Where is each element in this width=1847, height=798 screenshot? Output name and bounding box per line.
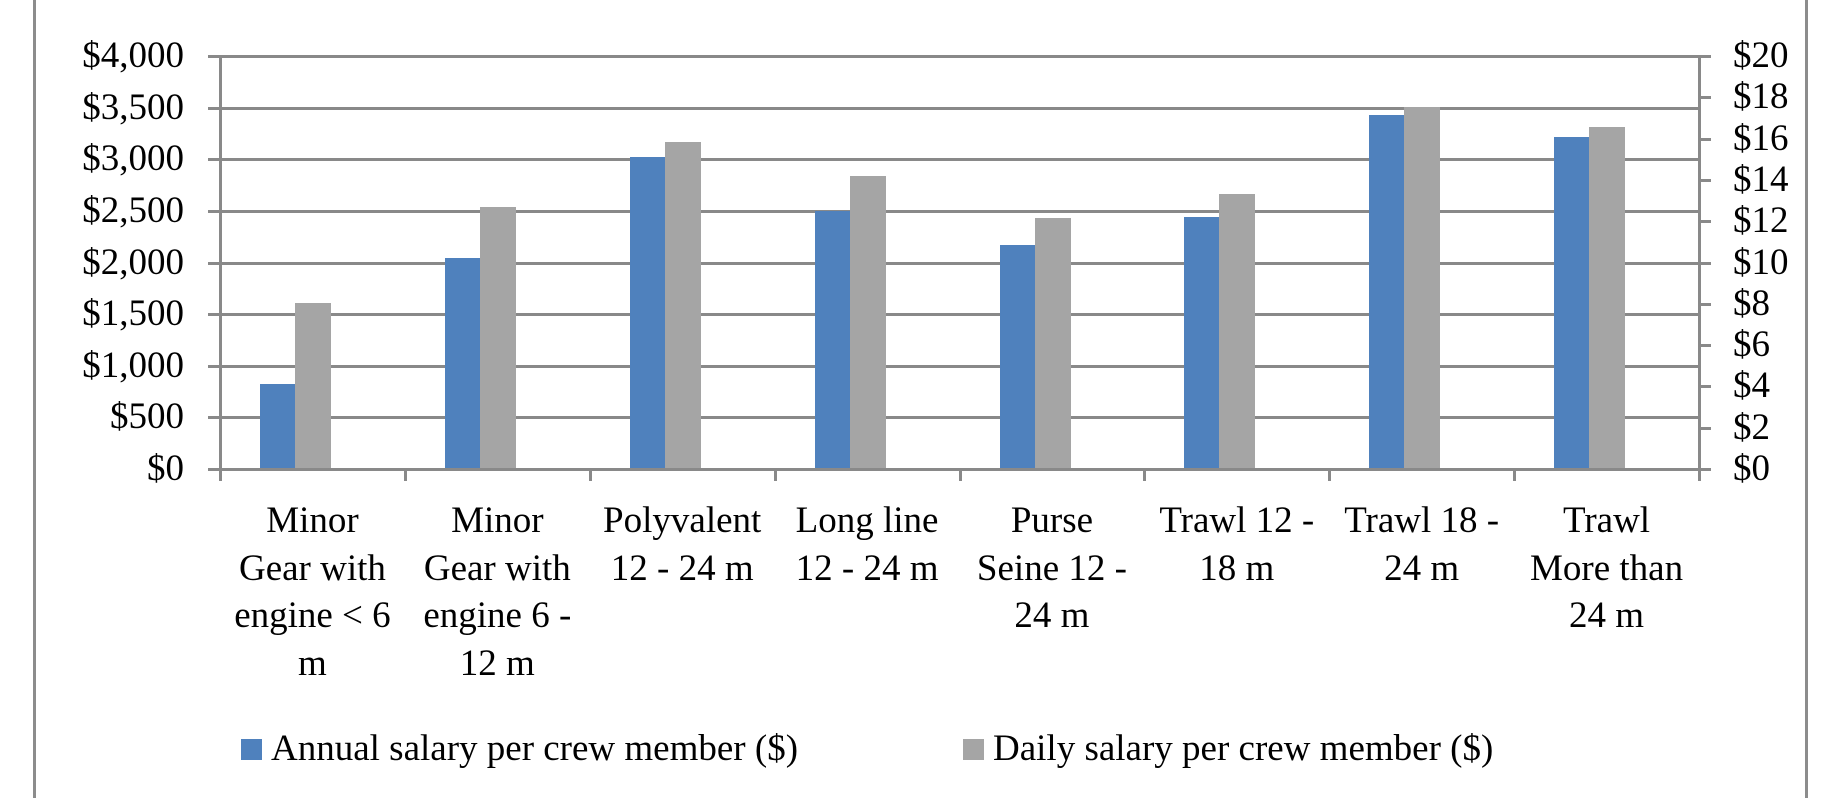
y-axis-right-tick-label: $6	[1733, 324, 1770, 366]
bar-annual-salary	[814, 210, 850, 469]
y-axis-right-tick	[1699, 302, 1711, 306]
bar-daily-salary	[664, 141, 701, 469]
legend-item-annual-salary: Annual salary per crew member ($)	[241, 724, 798, 774]
y-axis-left-tick-label: $2,000	[82, 241, 184, 283]
x-axis-tick	[773, 469, 777, 481]
bar-daily-salary	[1219, 194, 1256, 469]
y-axis-right-tick-label: $14	[1733, 158, 1789, 200]
gridline	[208, 364, 1699, 368]
bar-daily-salary	[295, 302, 331, 469]
y-axis-left	[219, 56, 222, 481]
bar-daily-salary	[849, 175, 886, 469]
y-axis-left-tick-label: $4,000	[82, 35, 184, 76]
legend-label-annual: Annual salary per crew member ($)	[271, 728, 799, 769]
bar-daily-salary	[1589, 127, 1626, 469]
bar-annual-salary	[1184, 217, 1220, 469]
legend-swatch-annual	[241, 738, 262, 760]
chart-legend: Annual salary per crew member ($) Daily …	[0, 724, 1847, 774]
y-axis-left-tick-label: $0	[147, 448, 184, 489]
y-axis-left-tick-label: $1,000	[82, 344, 184, 386]
x-axis-category-label: Polyvalent 12 - 24 m	[603, 500, 762, 589]
y-axis-right-tick	[1699, 261, 1711, 265]
y-axis-left-tick-label: $3,500	[82, 86, 184, 128]
y-axis-left-tick-label: $1,500	[82, 293, 184, 335]
bar-annual-salary	[260, 384, 295, 469]
gridline	[208, 416, 1699, 420]
gridline	[208, 209, 1699, 213]
y-axis-right-tick-label: $12	[1733, 200, 1789, 242]
legend-label-daily: Daily salary per crew member ($)	[993, 728, 1494, 769]
x-axis-category-label: Long line 12 - 24 m	[795, 500, 939, 589]
y-axis-right-tick	[1699, 178, 1711, 182]
y-axis-right-tick	[1699, 344, 1711, 348]
y-axis-right-tick	[1699, 426, 1711, 430]
x-axis-baseline	[208, 468, 1699, 471]
y-axis-right-tick-label: $10	[1733, 241, 1789, 283]
y-axis-left-tick-label: $3,000	[82, 138, 184, 180]
y-axis-right-tick-label: $18	[1733, 76, 1789, 118]
y-axis-right-tick-label: $8	[1733, 282, 1770, 324]
y-axis-right-tick-label: $4	[1733, 365, 1770, 407]
y-axis-right-tick	[1699, 385, 1711, 389]
x-axis-category-label: Trawl More than 24 m	[1530, 500, 1684, 636]
y-axis-right-tick	[1699, 468, 1711, 471]
x-axis-category-label: Trawl 18 - 24 m	[1344, 500, 1500, 589]
y-axis-right-tick-label: $20	[1733, 35, 1789, 76]
bar-annual-salary	[1369, 114, 1405, 469]
y-axis-left-tick-label: $500	[110, 396, 184, 438]
x-axis-category-label: Trawl 12 - 18 m	[1159, 500, 1315, 589]
y-axis-right-tick-label: $0	[1733, 448, 1770, 489]
legend-swatch-daily	[963, 738, 984, 760]
x-axis-tick	[958, 469, 962, 481]
x-axis-tick	[1513, 469, 1517, 481]
gridline	[208, 158, 1699, 162]
bar-annual-salary	[999, 244, 1035, 469]
y-axis-right-tick	[1699, 220, 1711, 224]
x-axis-category-label: Minor Gear with engine 6 - 12 m	[423, 500, 572, 684]
y-axis-right-tick	[1699, 96, 1711, 100]
legend-item-daily-salary: Daily salary per crew member ($)	[963, 724, 1493, 774]
gridline	[208, 313, 1699, 317]
bar-annual-salary	[444, 258, 480, 469]
x-axis-tick	[1328, 469, 1332, 481]
x-axis-category-label: Minor Gear with engine < 6 m	[234, 500, 391, 684]
bar-daily-salary	[1404, 106, 1441, 469]
bar-annual-salary	[1554, 136, 1590, 469]
gridline	[208, 55, 1699, 58]
x-axis-tick	[588, 469, 592, 481]
y-axis-right-tick	[1699, 55, 1711, 58]
x-axis-tick	[403, 469, 407, 481]
chart-frame-right-border	[1805, 0, 1808, 798]
x-axis-category-label: Purse Seine 12 - 24 m	[976, 500, 1127, 636]
bar-daily-salary	[479, 206, 516, 469]
chart-frame-left-border	[33, 0, 36, 798]
y-axis-right-tick	[1699, 137, 1711, 141]
y-axis-right	[1698, 56, 1701, 481]
bar-daily-salary	[1034, 218, 1071, 469]
bar-annual-salary	[629, 157, 665, 469]
y-axis-right-tick-label: $16	[1733, 117, 1789, 159]
y-axis-right-tick-label: $2	[1733, 406, 1770, 448]
x-axis-tick	[1143, 469, 1147, 481]
gridline	[208, 106, 1699, 110]
y-axis-left-tick-label: $2,500	[82, 189, 184, 231]
gridline	[208, 261, 1699, 265]
